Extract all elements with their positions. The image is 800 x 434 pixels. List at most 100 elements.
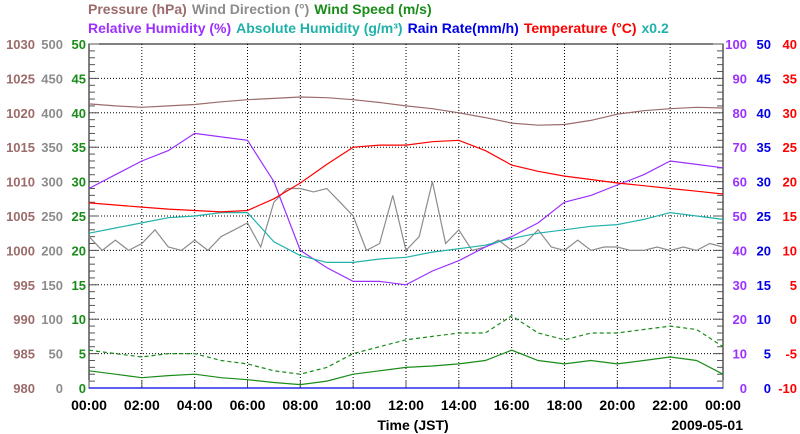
tick-label-temperature: 30	[783, 106, 797, 121]
tick-label-wind-speed: 40	[72, 106, 86, 121]
tick-label-wind-speed: 30	[72, 175, 86, 190]
tick-label-wind-direction: 100	[41, 312, 63, 327]
tick-label-rain-rate: 5	[764, 347, 771, 362]
tick-label-wind-direction: 300	[41, 175, 63, 190]
x-tick-label: 22:00	[652, 397, 688, 413]
legend-entry: Pressure (hPa)	[88, 1, 187, 17]
tick-label-wind-direction: 150	[41, 278, 63, 293]
legend-entry: Rain Rate(mm/h)	[408, 20, 519, 36]
tick-label-wind-speed: 20	[72, 243, 86, 258]
tick-label-relative-humidity: 80	[733, 106, 747, 121]
series-temperature	[88, 139, 724, 213]
tick-label-relative-humidity: 10	[733, 347, 747, 362]
x-tick-label: 00:00	[71, 397, 107, 413]
tick-label-rain-rate: 15	[757, 278, 771, 293]
tick-label-wind-direction: 500	[41, 37, 63, 52]
tick-label-relative-humidity: 70	[733, 140, 747, 155]
legend-entry: Wind Speed (m/s)	[314, 1, 431, 17]
tick-label-wind-direction: 450	[41, 71, 63, 86]
tick-label-wind-speed: 10	[72, 312, 86, 327]
tick-label-wind-direction: 350	[41, 140, 63, 155]
legend-entry: x0.2	[642, 20, 669, 36]
tick-label-relative-humidity: 30	[733, 278, 747, 293]
tick-label-wind-direction: 0	[56, 381, 63, 396]
legend-line-2: Relative Humidity (%) Absolute Humidity (…	[88, 20, 669, 36]
date-label: 2009-05-01	[671, 417, 743, 433]
x-tick-label: 14:00	[441, 397, 477, 413]
series-relative-humidity	[88, 132, 724, 286]
tick-label-temperature: 0	[790, 312, 797, 327]
tick-label-pressure: 990	[13, 312, 35, 327]
tick-label-wind-speed: 45	[72, 71, 86, 86]
tick-label-wind-direction: 400	[41, 106, 63, 121]
tick-label-pressure: 1010	[6, 175, 35, 190]
tick-label-relative-humidity: 100	[725, 37, 747, 52]
tick-label-rain-rate: 20	[757, 243, 771, 258]
tick-label-relative-humidity: 20	[733, 312, 747, 327]
tick-label-temperature: 35	[783, 71, 797, 86]
tick-label-wind-direction: 250	[41, 209, 63, 224]
x-tick-label: 10:00	[335, 397, 371, 413]
tick-label-rain-rate: 40	[757, 106, 771, 121]
tick-label-relative-humidity: 60	[733, 175, 747, 190]
tick-label-pressure: 985	[13, 347, 35, 362]
tick-label-temperature: 25	[783, 140, 797, 155]
x-tick-label: 02:00	[124, 397, 160, 413]
tick-label-wind-speed: 5	[79, 347, 86, 362]
tick-label-wind-speed: 35	[72, 140, 86, 155]
tick-label-rain-rate: 0	[764, 381, 771, 396]
tick-label-temperature: 10	[783, 243, 797, 258]
x-tick-label: 12:00	[388, 397, 424, 413]
tick-label-temperature: 40	[783, 37, 797, 52]
tick-label-relative-humidity: 50	[733, 209, 747, 224]
tick-label-temperature: 5	[790, 278, 797, 293]
tick-label-relative-humidity: 0	[740, 381, 747, 396]
tick-label-wind-speed: 15	[72, 278, 86, 293]
tick-label-rain-rate: 25	[757, 209, 771, 224]
x-tick-label: 04:00	[177, 397, 213, 413]
tick-label-rain-rate: 30	[757, 175, 771, 190]
legend-entry: Absolute Humidity (g/m³)	[236, 20, 402, 36]
tick-label-wind-speed: 0	[79, 381, 86, 396]
series-wind-speed-gust	[88, 315, 724, 375]
tick-label-rain-rate: 50	[757, 37, 771, 52]
x-tick-label: 18:00	[547, 397, 583, 413]
tick-label-rain-rate: 45	[757, 71, 771, 86]
legend-entry: Relative Humidity (%)	[88, 20, 231, 36]
x-tick-label: 08:00	[282, 397, 318, 413]
tick-label-wind-direction: 200	[41, 243, 63, 258]
tick-label-pressure: 980	[13, 381, 35, 396]
x-tick-label: 00:00	[705, 397, 741, 413]
tick-label-temperature: -10	[778, 381, 797, 396]
tick-label-wind-direction: 50	[49, 347, 63, 362]
tick-label-pressure: 1025	[6, 71, 35, 86]
tick-label-relative-humidity: 90	[733, 71, 747, 86]
tick-label-temperature: 15	[783, 209, 797, 224]
series-pressure	[88, 96, 724, 126]
tick-label-temperature: -5	[785, 347, 797, 362]
tick-label-pressure: 1005	[6, 209, 35, 224]
series-wind-speed-mean	[88, 349, 724, 386]
tick-label-pressure: 1020	[6, 106, 35, 121]
tick-label-wind-speed: 50	[72, 37, 86, 52]
legend-entry: Temperature (°C)	[524, 20, 637, 36]
x-tick-label: 06:00	[230, 397, 266, 413]
series-wind-direction	[88, 181, 724, 252]
legend-entry: Wind Direction (°)	[192, 1, 309, 17]
tick-label-pressure: 1015	[6, 140, 35, 155]
x-axis-title: Time (JST)	[377, 417, 448, 433]
tick-label-relative-humidity: 40	[733, 243, 747, 258]
legend-line-1: Pressure (hPa) Wind Direction (°) Wind Spe…	[88, 1, 432, 17]
x-tick-label: 16:00	[494, 397, 530, 413]
tick-label-pressure: 995	[13, 278, 35, 293]
tick-label-rain-rate: 35	[757, 140, 771, 155]
series-absolute-humidity	[88, 211, 724, 263]
tick-label-temperature: 20	[783, 175, 797, 190]
x-tick-label: 20:00	[599, 397, 635, 413]
tick-label-pressure: 1030	[6, 37, 35, 52]
tick-label-pressure: 1000	[6, 243, 35, 258]
tick-label-rain-rate: 10	[757, 312, 771, 327]
tick-label-wind-speed: 25	[72, 209, 86, 224]
